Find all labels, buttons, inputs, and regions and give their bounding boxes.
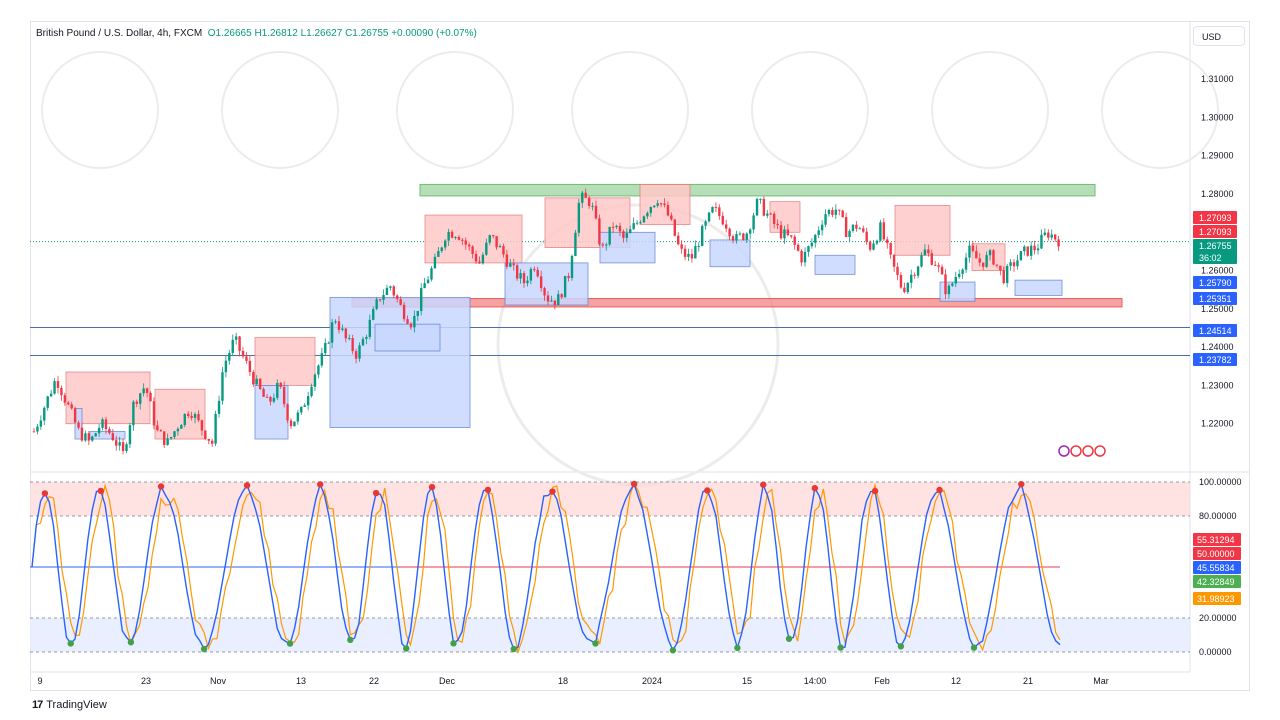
chart-frame: [30, 21, 1250, 691]
brand-label: TradingView: [46, 699, 107, 711]
tradingview-brand[interactable]: 17 TradingView: [32, 699, 107, 711]
symbol-name: British Pound / U.S. Dollar, 4h, FXCM: [36, 28, 203, 39]
ohlc-values: O1.26665 H1.26812 L1.26627 C1.26755 +0.0…: [207, 28, 477, 39]
symbol-header[interactable]: British Pound / U.S. Dollar, 4h, FXCM O1…: [36, 28, 477, 39]
currency-button[interactable]: USD: [1193, 26, 1245, 46]
tradingview-logo-icon: 17: [32, 699, 43, 711]
